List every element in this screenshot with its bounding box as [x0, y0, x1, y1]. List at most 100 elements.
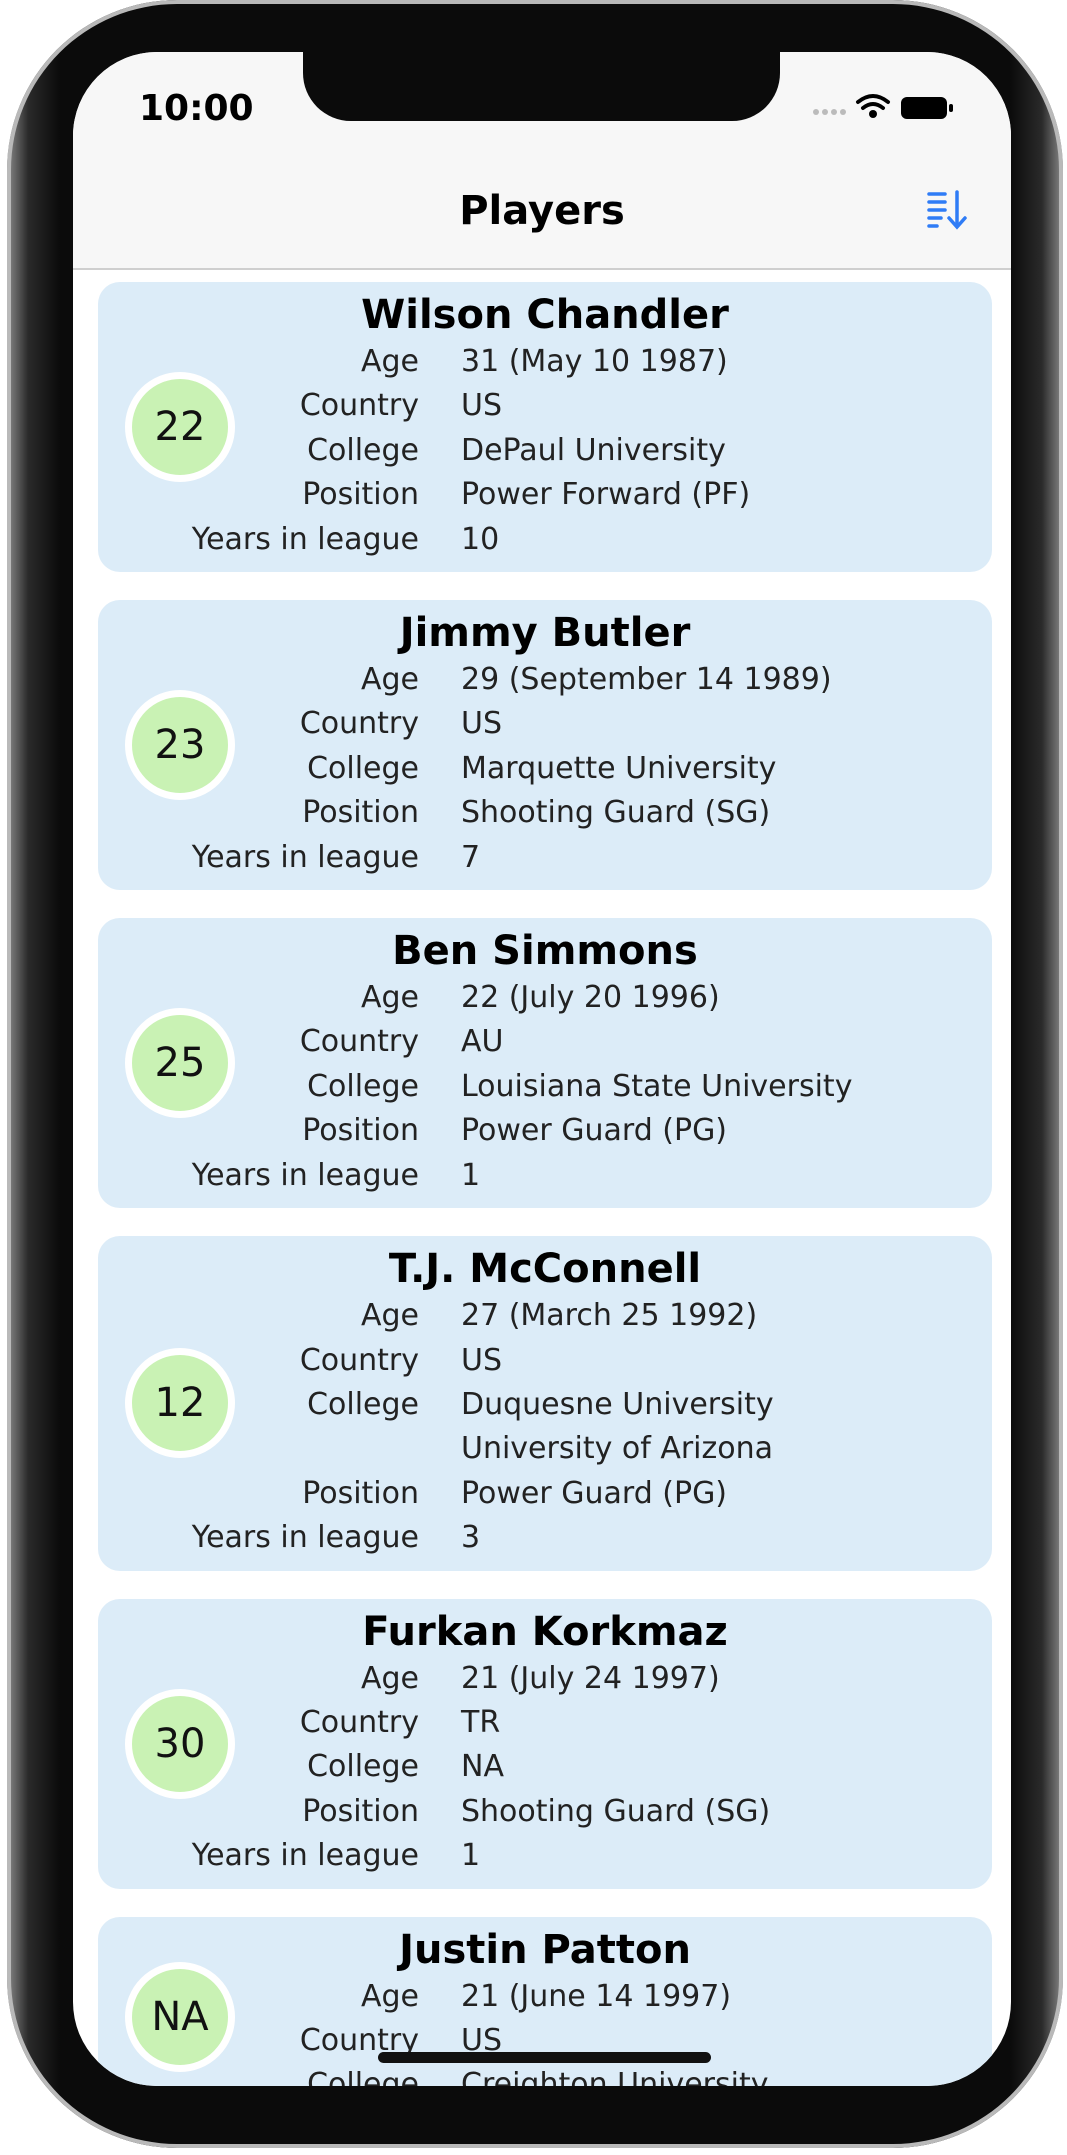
info-value: US — [461, 388, 503, 424]
info-row: Country US — [98, 702, 992, 746]
jersey-number: 12 — [125, 1348, 235, 1459]
info-value: 27 (March 25 1992) — [461, 1298, 758, 1334]
player-card[interactable]: 12 T.J. McConnell Age 27 (March 25 1992) Cou… — [98, 1236, 992, 1571]
info-label: Country — [299, 1342, 419, 1378]
info-value: Duquesne University University of Arizon… — [461, 1386, 774, 1467]
info-label: College — [307, 1749, 419, 1785]
info-label: Country — [299, 1704, 419, 1740]
player-name: T.J. McConnell — [388, 1246, 702, 1293]
info-value: Marquette University — [461, 750, 777, 786]
info-label: College — [307, 432, 419, 468]
info-value: 21 (July 24 1997) — [461, 1660, 720, 1696]
info-value: Shooting Guard (SG) — [461, 795, 771, 831]
jersey-number: NA — [125, 1962, 235, 2073]
info-label: Position — [302, 1793, 419, 1829]
player-name: Justin Patton — [399, 1926, 691, 1973]
player-list: 22 Wilson Chandler Age 31 (May 10 1987) Coun… — [98, 282, 992, 2086]
info-row: College Duquesne University University of… — [98, 1383, 992, 1472]
phone-frame: 22 Wilson Chandler Age 31 (May 10 1987) Coun… — [7, 0, 1063, 2148]
info-label: Age — [360, 1978, 419, 2014]
info-label: Position — [302, 1113, 419, 1149]
info-row: Age 27 (March 25 1992) — [98, 1294, 992, 1338]
info-row: Position Power Guard (PG) — [98, 1472, 992, 1516]
info-row: College Louisiana State University — [98, 1065, 992, 1109]
info-label: College — [307, 1068, 419, 1104]
info-label: Country — [299, 706, 419, 742]
info-value: TR — [461, 1704, 501, 1740]
info-value: 1 — [461, 1157, 481, 1193]
info-row: College Creighton University — [98, 2063, 992, 2086]
info-row: College NA — [98, 1745, 992, 1789]
info-value: 22 (July 20 1996) — [461, 980, 720, 1016]
player-card[interactable]: 30 Furkan Korkmaz Age 21 (July 24 1997) Coun… — [98, 1598, 992, 1889]
info-row: Country US — [98, 384, 992, 428]
info-label: Age — [360, 980, 419, 1016]
info-label: Years in league — [191, 1838, 419, 1874]
player-name: Ben Simmons — [392, 928, 698, 975]
player-card[interactable]: 25 Ben Simmons Age 22 (July 20 1996) Country… — [98, 918, 992, 1209]
info-row: Position Power Guard (PG) — [98, 1109, 992, 1153]
info-value: DePaul University — [461, 432, 726, 468]
info-row: Years in league 7 — [98, 836, 992, 880]
info-value: 3 — [461, 1520, 481, 1556]
player-name: Furkan Korkmaz — [362, 1608, 728, 1655]
info-row: Position Shooting Guard (SG) — [98, 791, 992, 835]
info-label: Years in league — [191, 839, 419, 875]
notch — [303, 52, 780, 121]
info-value: AU — [461, 1024, 504, 1060]
info-row: Age 31 (May 10 1987) — [98, 340, 992, 384]
info-value: US — [461, 706, 503, 742]
info-value: Power Guard (PG) — [461, 1113, 728, 1149]
screen: 22 Wilson Chandler Age 31 (May 10 1987) Coun… — [73, 52, 1011, 2086]
info-label: Position — [302, 1475, 419, 1511]
info-value: 1 — [461, 1838, 481, 1874]
home-indicator — [378, 2052, 711, 2063]
info-label: Years in league — [191, 1520, 419, 1556]
info-value: 21 (June 14 1997) — [461, 1978, 732, 2014]
info-label: Position — [302, 477, 419, 513]
info-label: College — [307, 2067, 419, 2086]
player-card[interactable]: 23 Jimmy Butler Age 29 (September 14 1989) C… — [98, 600, 992, 891]
info-value: Louisiana State University — [461, 1068, 853, 1104]
info-row: Country US — [98, 1339, 992, 1383]
player-card[interactable]: 22 Wilson Chandler Age 31 (May 10 1987) Coun… — [98, 282, 992, 573]
info-row: Country TR — [98, 1701, 992, 1745]
info-label: Years in league — [191, 1157, 419, 1193]
info-row: Age 29 (September 14 1989) — [98, 658, 992, 702]
info-row: College Marquette University — [98, 747, 992, 791]
info-label: College — [307, 1386, 419, 1422]
info-value: NA — [461, 1749, 504, 1785]
info-label: Country — [299, 1024, 419, 1060]
info-label: Age — [360, 662, 419, 698]
status-time: 10:00 — [139, 88, 254, 129]
player-name: Jimmy Butler — [399, 610, 691, 657]
player-name: Wilson Chandler — [361, 292, 729, 338]
jersey-number: 22 — [125, 372, 235, 483]
info-row: Years in league 3 — [98, 1516, 992, 1560]
info-row: Age 21 (June 14 1997) — [98, 1975, 992, 2019]
jersey-number: 25 — [125, 1008, 235, 1119]
info-row: Years in league 10 — [98, 518, 992, 562]
info-row: College DePaul University — [98, 429, 992, 473]
info-value: 29 (September 14 1989) — [461, 662, 832, 698]
info-value: Shooting Guard (SG) — [461, 1793, 771, 1829]
sort-button[interactable] — [925, 188, 969, 232]
info-label: Position — [302, 795, 419, 831]
info-value: 7 — [461, 839, 481, 875]
info-label: Country — [299, 388, 419, 424]
info-label: College — [307, 750, 419, 786]
info-label: Age — [360, 1298, 419, 1334]
info-value: Creighton University — [461, 2067, 769, 2086]
info-row: Position Power Forward (PF) — [98, 473, 992, 517]
info-label: Age — [360, 1660, 419, 1696]
info-value: 31 (May 10 1987) — [461, 344, 728, 379]
nav-title: Players — [459, 188, 625, 234]
info-label: Years in league — [191, 521, 419, 557]
status-icons — [813, 94, 953, 119]
info-row: Age 22 (July 20 1996) — [98, 976, 992, 1020]
info-value: 10 — [461, 521, 500, 557]
jersey-number: 23 — [125, 690, 235, 801]
info-row: Position Shooting Guard (SG) — [98, 1790, 992, 1834]
info-label: Age — [360, 344, 419, 379]
